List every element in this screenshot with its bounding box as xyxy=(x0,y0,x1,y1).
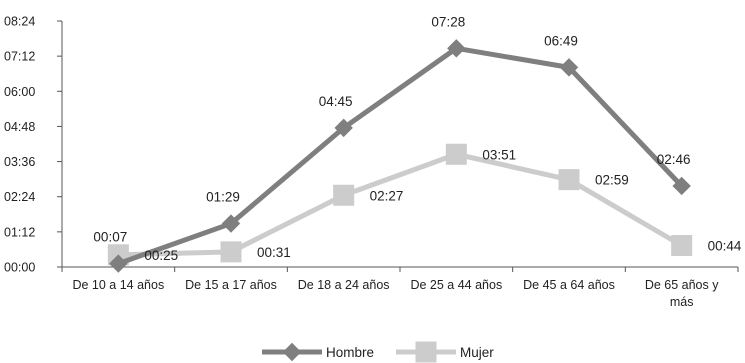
y-tick-label: 08:24 xyxy=(4,15,35,29)
y-tick-label: 00:00 xyxy=(4,261,35,275)
data-label-hombre: 04:45 xyxy=(319,94,353,109)
data-label-mujer: 02:59 xyxy=(595,173,629,188)
data-label-mujer: 00:31 xyxy=(257,245,291,260)
data-labels-layer: 00:07 01:29 04:45 07:28 06:49 02:46 00:25 00:31… xyxy=(93,14,742,262)
data-point-hombre xyxy=(447,39,466,58)
data-point-mujer xyxy=(445,143,467,165)
series-layer xyxy=(107,39,693,273)
y-tick-label: 07:12 xyxy=(4,50,35,64)
data-label-mujer: 00:44 xyxy=(708,239,742,254)
x-tick-label: De 10 a 14 años xyxy=(72,278,164,292)
x-tick-label: De 15 a 17 años xyxy=(185,278,277,292)
data-point-hombre xyxy=(109,254,128,273)
x-tick-label: De 25 a 44 años xyxy=(410,278,502,292)
y-tick-label: 01:12 xyxy=(4,225,35,239)
data-label-hombre: 07:28 xyxy=(431,14,465,29)
data-point-mujer xyxy=(558,169,580,191)
data-label-mujer: 02:27 xyxy=(370,188,404,203)
data-point-hombre xyxy=(221,214,241,233)
legend-marker-hombre xyxy=(282,342,302,362)
chart-axes: 00:00 01:12 02:24 03:36 04:48 06:00 07:12 08:24… xyxy=(4,15,739,309)
series-line-mujer xyxy=(118,151,683,258)
data-point-hombre xyxy=(559,58,579,77)
y-tick-label: 04:48 xyxy=(4,120,35,134)
x-tick-label: más xyxy=(670,295,694,309)
data-point-mujer xyxy=(220,241,242,263)
y-tick-label: 03:36 xyxy=(4,155,35,169)
series-line-hombre xyxy=(117,45,684,266)
y-tick-label: 06:00 xyxy=(4,85,35,99)
data-point-mujer xyxy=(671,235,693,257)
data-label-mujer: 03:51 xyxy=(482,147,516,162)
x-tick-label: De 65 años y xyxy=(645,278,719,292)
data-label-hombre: 01:29 xyxy=(206,190,240,205)
x-tick-label: De 45 a 64 años xyxy=(523,278,615,292)
data-label-hombre: 02:46 xyxy=(657,152,691,167)
data-label-hombre: 00:07 xyxy=(93,230,127,245)
data-point-hombre xyxy=(672,176,691,196)
legend-marker-mujer xyxy=(415,341,437,363)
legend: Hombre Mujer xyxy=(262,341,494,363)
data-label-hombre: 06:49 xyxy=(544,33,578,48)
x-tick-label: De 18 a 24 años xyxy=(298,278,390,292)
data-point-hombre xyxy=(334,118,353,138)
data-label-mujer: 00:25 xyxy=(144,248,178,263)
legend-label-mujer: Mujer xyxy=(460,345,494,360)
data-point-mujer xyxy=(333,184,355,206)
legend-label-hombre: Hombre xyxy=(326,345,374,360)
y-tick-label: 02:24 xyxy=(4,190,35,204)
